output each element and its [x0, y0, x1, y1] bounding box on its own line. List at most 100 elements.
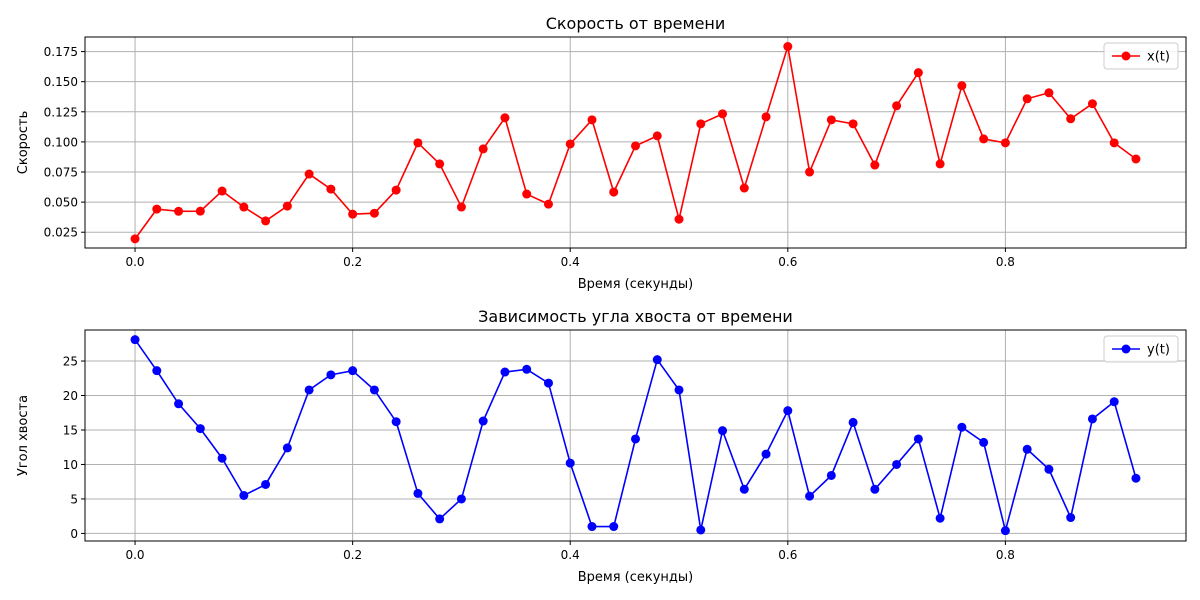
data-point [935, 159, 945, 169]
data-point [304, 169, 314, 179]
data-point [870, 484, 880, 494]
chart-panel-2: 0.0 0.2 0.4 0.6 0.8 0 5 10 15 20 25 Зависимость угл… [16, 307, 1187, 585]
data-point [739, 484, 749, 494]
y-axis-label: Угол хвоста [16, 395, 31, 476]
data-point [478, 416, 488, 426]
data-point [130, 335, 140, 345]
data-point [1109, 397, 1119, 407]
x-tick-label: 0.8 [996, 255, 1015, 269]
data-point [500, 113, 510, 123]
data-point [130, 234, 140, 244]
data-point [718, 426, 728, 436]
data-point [892, 101, 902, 111]
data-point [1131, 473, 1141, 483]
data-point [1109, 138, 1119, 148]
data-point [391, 185, 401, 195]
data-point [805, 167, 815, 177]
data-point [913, 434, 923, 444]
data-point [282, 443, 292, 453]
data-point [761, 449, 771, 459]
legend: x(t) [1103, 42, 1179, 70]
x-tick-label: 0.2 [343, 548, 362, 562]
data-point [565, 458, 575, 468]
legend-marker [1121, 344, 1131, 354]
x-tick-label: 0.6 [778, 255, 797, 269]
data-point [761, 112, 771, 122]
plot-area-frame [84, 329, 1187, 542]
data-point [565, 139, 575, 149]
legend-box [1103, 335, 1179, 363]
x-tick-label: 0.2 [343, 255, 362, 269]
data-point [195, 206, 205, 216]
data-point [348, 209, 358, 219]
data-point [500, 367, 510, 377]
data-point [979, 437, 989, 447]
data-point [1131, 154, 1141, 164]
x-tick-label: 0.0 [125, 548, 144, 562]
data-point [1087, 414, 1097, 424]
data-point [652, 355, 662, 365]
data-point [979, 134, 989, 144]
data-point [631, 434, 640, 444]
y-tick-label: 0.150 [44, 75, 78, 89]
data-point [1000, 526, 1010, 536]
data-point [1066, 114, 1076, 124]
y-tick-label: 0.175 [44, 45, 78, 59]
y-tick-label: 0.050 [44, 196, 78, 210]
data-point [674, 385, 684, 395]
data-point [239, 202, 249, 212]
y-tick-label: 0.100 [44, 135, 78, 149]
data-point [217, 186, 227, 196]
data-point [870, 160, 880, 170]
data-point [587, 115, 597, 125]
data-point [152, 204, 162, 214]
data-point [304, 385, 314, 395]
data-point [913, 68, 923, 78]
data-point [609, 187, 619, 197]
data-point [892, 459, 902, 469]
x-tick-label: 0.4 [561, 255, 580, 269]
y-tick-label: 25 [63, 355, 78, 369]
data-point [1066, 513, 1076, 523]
data-point [783, 42, 793, 52]
data-point [587, 522, 597, 532]
data-point [543, 378, 553, 388]
data-point [1044, 464, 1054, 474]
legend-marker [1121, 51, 1131, 61]
y-tick-label: 0.075 [44, 166, 78, 180]
data-point [413, 488, 423, 498]
data-point [152, 366, 162, 376]
data-point [435, 514, 445, 524]
y-tick-label: 0.025 [44, 226, 78, 240]
data-point [848, 417, 858, 427]
legend: y(t) [1103, 335, 1179, 363]
y-tick-label: 5 [70, 492, 78, 506]
data-point [348, 366, 358, 376]
data-point [826, 470, 836, 480]
data-point [195, 424, 205, 434]
x-tick-label: 0.4 [561, 548, 580, 562]
data-point [1087, 99, 1097, 109]
y-axis-label: Скорость [16, 111, 31, 174]
x-tick-label: 0.6 [778, 548, 797, 562]
y-tick-label: 0 [70, 527, 78, 541]
x-axis-label: Время (секунды) [578, 277, 694, 292]
data-point [783, 406, 793, 416]
data-point [718, 109, 728, 119]
y-tick-label: 15 [63, 423, 78, 437]
data-point [935, 513, 945, 523]
data-point [326, 370, 336, 380]
data-point [391, 417, 401, 427]
data-point [261, 216, 271, 226]
data-point [696, 119, 706, 129]
data-point [174, 399, 184, 409]
chart-panel-1: 0.0 0.2 0.4 0.6 0.8 0.025 0.050 0.075 0.100 0.125… [16, 14, 1187, 292]
data-point [369, 385, 379, 395]
data-point [543, 199, 553, 209]
data-point [413, 138, 423, 148]
data-point [456, 494, 466, 504]
data-point [696, 525, 706, 535]
data-point [1044, 88, 1054, 98]
data-point [1022, 94, 1032, 104]
